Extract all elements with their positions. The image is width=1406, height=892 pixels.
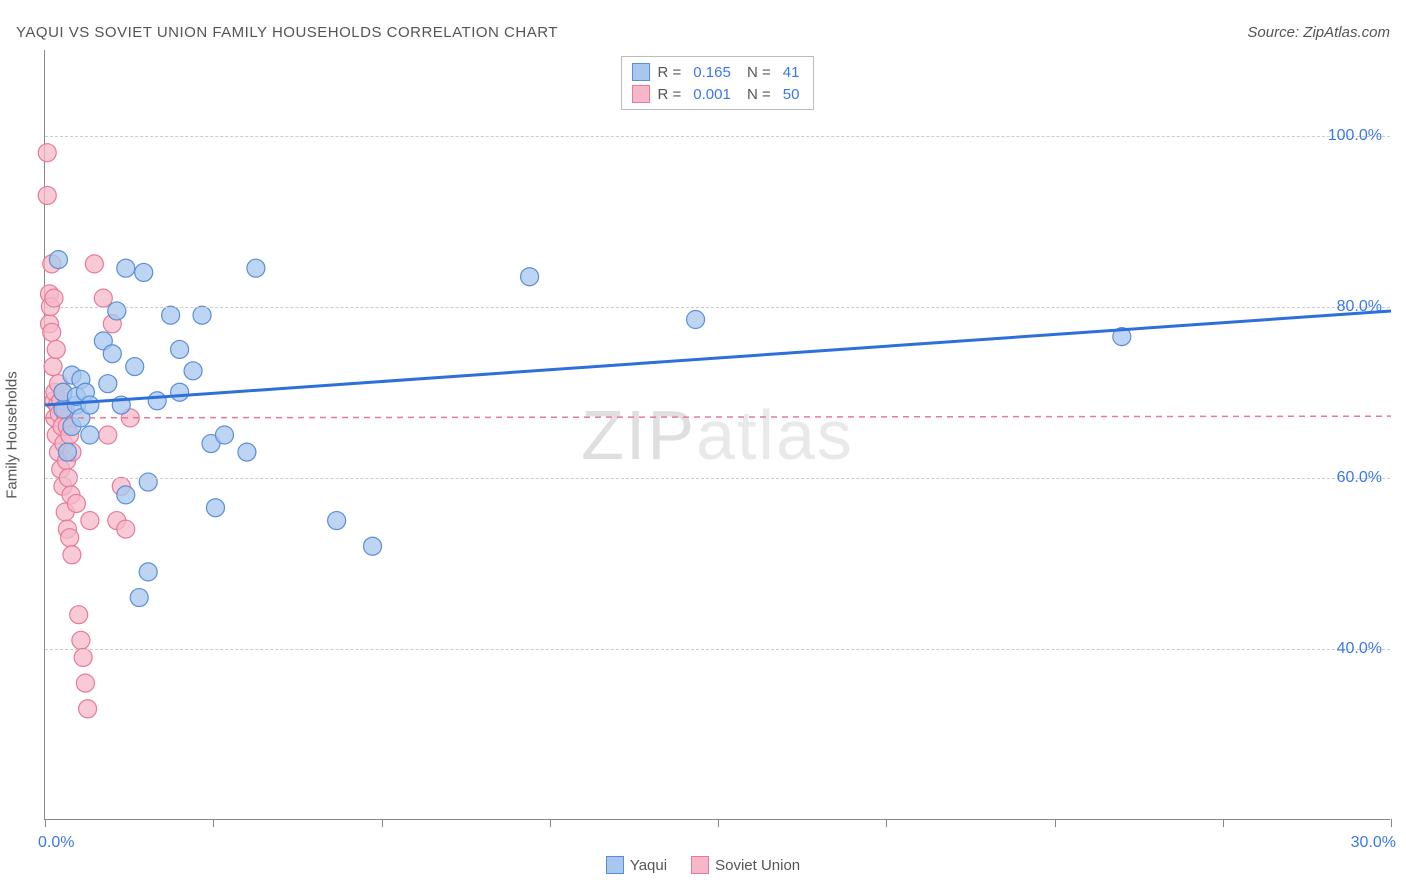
chart-plot-area: R =0.165 N =41R =0.001 N =50 ZIPatlas 40…	[44, 50, 1390, 820]
scatter-point	[76, 674, 94, 692]
gridline	[45, 136, 1390, 137]
scatter-point	[85, 255, 103, 273]
scatter-point	[126, 358, 144, 376]
gridline	[45, 478, 1390, 479]
scatter-point	[215, 426, 233, 444]
scatter-point	[81, 512, 99, 530]
legend-swatch	[632, 85, 650, 103]
n-label: N =	[743, 86, 771, 103]
scatter-point	[99, 426, 117, 444]
scatter-point	[61, 529, 79, 547]
x-axis-labels: 0.0% 30.0%	[44, 834, 1390, 856]
scatter-point	[117, 259, 135, 277]
n-value: 41	[779, 64, 804, 81]
trend-line	[45, 311, 1391, 405]
scatter-point	[117, 486, 135, 504]
scatter-point	[63, 546, 81, 564]
x-min-label: 0.0%	[38, 834, 74, 852]
chart-header: YAQUI VS SOVIET UNION FAMILY HOUSEHOLDS …	[16, 20, 1390, 44]
y-tick-label: 80.0%	[1337, 298, 1382, 316]
scatter-point	[687, 311, 705, 329]
x-tick	[550, 819, 551, 827]
scatter-point	[38, 144, 56, 162]
scatter-point	[521, 268, 539, 286]
scatter-point	[72, 631, 90, 649]
scatter-point	[130, 589, 148, 607]
scatter-point	[171, 383, 189, 401]
scatter-point	[99, 375, 117, 393]
scatter-point	[94, 289, 112, 307]
legend-swatch	[632, 63, 650, 81]
x-tick	[718, 819, 719, 827]
scatter-point	[247, 259, 265, 277]
scatter-point	[70, 606, 88, 624]
source-name: ZipAtlas.com	[1303, 24, 1390, 41]
scatter-point	[193, 306, 211, 324]
y-tick-label: 40.0%	[1337, 640, 1382, 658]
x-tick	[382, 819, 383, 827]
y-tick-label: 100.0%	[1328, 127, 1382, 145]
scatter-point	[328, 512, 346, 530]
x-tick	[1055, 819, 1056, 827]
scatter-point	[67, 494, 85, 512]
r-label: R =	[658, 86, 682, 103]
legend-row: R = 0.165 N = 41	[632, 61, 804, 83]
scatter-point	[162, 306, 180, 324]
scatter-point	[117, 520, 135, 538]
x-max-label: 30.0%	[1351, 834, 1396, 852]
x-tick	[213, 819, 214, 827]
scatter-point	[38, 186, 56, 204]
scatter-point	[43, 323, 61, 341]
n-label: N =	[743, 64, 771, 81]
scatter-point	[206, 499, 224, 517]
y-tick-label: 60.0%	[1337, 469, 1382, 487]
y-axis-title: Family Households	[4, 371, 21, 499]
scatter-point	[139, 473, 157, 491]
scatter-point	[45, 289, 63, 307]
scatter-point	[148, 392, 166, 410]
scatter-point	[74, 648, 92, 666]
gridline	[45, 307, 1390, 308]
r-value: 0.001	[689, 86, 735, 103]
scatter-point	[108, 302, 126, 320]
scatter-point	[103, 345, 121, 363]
scatter-point	[184, 362, 202, 380]
r-label: R =	[658, 64, 682, 81]
scatter-point	[47, 340, 65, 358]
scatter-point	[364, 537, 382, 555]
legend-label: Soviet Union	[715, 857, 800, 874]
scatter-point	[135, 263, 153, 281]
n-value: 50	[779, 86, 804, 103]
x-tick	[1391, 819, 1392, 827]
legend-swatch	[691, 856, 709, 874]
legend-item: Soviet Union	[691, 856, 800, 874]
scatter-point	[58, 443, 76, 461]
scatter-point	[171, 340, 189, 358]
scatter-point	[81, 426, 99, 444]
x-tick	[886, 819, 887, 827]
gridline	[45, 649, 1390, 650]
scatter-svg	[45, 50, 1390, 819]
r-value: 0.165	[689, 64, 735, 81]
source-prefix: Source:	[1247, 24, 1303, 41]
scatter-point	[139, 563, 157, 581]
legend-row: R = 0.001 N = 50	[632, 83, 804, 105]
trend-line	[45, 416, 1391, 418]
legend-label: Yaqui	[630, 857, 667, 874]
chart-title: YAQUI VS SOVIET UNION FAMILY HOUSEHOLDS …	[16, 24, 558, 41]
legend-item: Yaqui	[606, 856, 667, 874]
scatter-point	[49, 251, 67, 269]
correlation-legend: R = 0.165 N = 41 R = 0.001 N = 50	[621, 56, 815, 110]
scatter-point	[79, 700, 97, 718]
x-tick	[1223, 819, 1224, 827]
series-legend: Yaqui Soviet Union	[0, 856, 1406, 874]
chart-source: Source: ZipAtlas.com	[1247, 24, 1390, 41]
scatter-point	[238, 443, 256, 461]
legend-swatch	[606, 856, 624, 874]
scatter-point	[81, 396, 99, 414]
scatter-point	[44, 358, 62, 376]
x-tick	[45, 819, 46, 827]
